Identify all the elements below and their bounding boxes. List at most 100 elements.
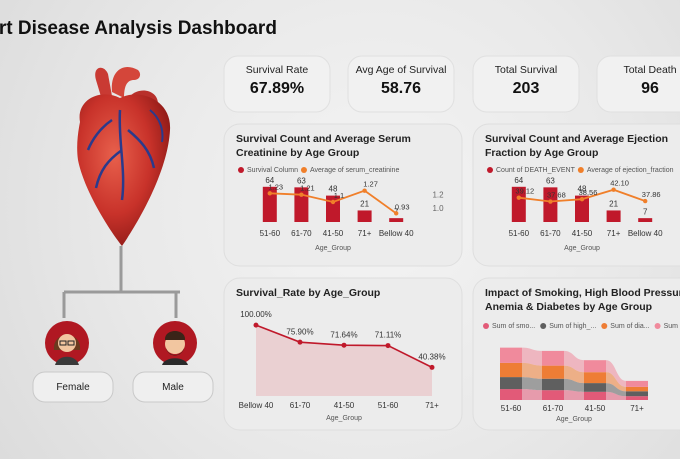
- kpi-card: [472, 55, 580, 113]
- chart-title: Impact of Smoking, High Blood Pressure, …: [485, 287, 680, 313]
- legend-marker: [540, 323, 547, 329]
- kpi-value: 67.89%: [249, 80, 305, 97]
- ribbon: [606, 383, 626, 397]
- ribbon-bar: [584, 391, 606, 400]
- x-tick-label: 41-50: [334, 401, 355, 410]
- bar: [389, 218, 404, 222]
- line-label: 1.1: [334, 191, 344, 200]
- bar: [357, 210, 372, 222]
- x-tick-label: 61-70: [291, 229, 312, 238]
- x-tick-label: 41-50: [585, 404, 606, 413]
- data-label: 75.90%: [286, 327, 313, 336]
- kpi-card: [347, 55, 455, 113]
- legend-label: Average of serum_creatinine: [310, 167, 399, 174]
- kpi-card: [223, 55, 331, 113]
- legend-label: Survival Column: [247, 167, 298, 174]
- y2-tick-label: 1.2: [432, 190, 444, 199]
- ribbon: [564, 390, 584, 400]
- chart-title: Survival_Rate by Age_Group: [236, 287, 381, 299]
- ribbon-bar: [500, 347, 522, 363]
- line-point: [516, 195, 521, 200]
- kpi-value: 203: [512, 80, 540, 97]
- legend-marker: [238, 167, 244, 173]
- ribbon: [522, 389, 542, 400]
- ribbon: [606, 391, 626, 400]
- line-label: 37.86: [642, 190, 661, 199]
- line-label: 1.23: [268, 182, 283, 191]
- ribbon: [522, 362, 542, 379]
- x-tick-label: Bellow 40: [239, 401, 274, 410]
- x-tick-label: 71+: [607, 229, 621, 238]
- ribbon-bar: [542, 378, 564, 391]
- legend-marker: [654, 323, 661, 329]
- bar: [543, 187, 558, 222]
- male-avatar: [153, 321, 197, 365]
- x-axis-title: Age_Group: [564, 245, 600, 252]
- ribbon-bar: [584, 372, 606, 384]
- ribbon-bar: [626, 396, 648, 400]
- ribbon-bar: [500, 362, 522, 378]
- line-point: [341, 342, 347, 348]
- bar-label: 21: [609, 200, 618, 209]
- line-label: 0.93: [395, 202, 410, 211]
- x-tick-label: 61-70: [540, 229, 561, 238]
- line-point: [611, 187, 616, 192]
- line-point: [267, 191, 272, 196]
- line-point: [394, 211, 399, 216]
- ribbon-bar: [500, 389, 522, 400]
- bar-label: 7: [643, 207, 648, 216]
- bar-label: 48: [578, 185, 587, 194]
- kpi-label: Total Survival: [494, 64, 558, 76]
- bar-label: 63: [546, 176, 555, 185]
- kpi-label: Avg Age of Survival: [355, 64, 447, 76]
- bar: [262, 186, 277, 222]
- kpi-value: 96: [641, 80, 659, 97]
- female-avatar: [45, 321, 89, 365]
- ribbon-bar: [626, 380, 648, 387]
- line-point: [297, 339, 303, 345]
- data-label: 40.38%: [418, 352, 445, 361]
- line-point: [643, 198, 648, 204]
- bar: [638, 218, 653, 222]
- legend-marker: [601, 323, 608, 329]
- ribbon: [606, 372, 626, 392]
- line-label: 38.56: [579, 188, 598, 197]
- legend-marker: [487, 167, 493, 173]
- legend-marker: [483, 323, 489, 329]
- x-axis-title: Age_Group: [326, 415, 362, 422]
- ribbon-bar: [542, 390, 564, 400]
- bar-label: 64: [514, 176, 523, 185]
- x-tick-label: 51-60: [501, 404, 522, 413]
- ribbon: [522, 377, 542, 391]
- chart-card: [472, 123, 680, 267]
- chart-title: Survival Count and Average Serum Creatin…: [236, 133, 411, 159]
- gender-label: Female: [56, 382, 90, 393]
- line-point: [362, 188, 367, 193]
- x-tick-label: 71+: [358, 229, 372, 238]
- x-tick-label: 71+: [425, 401, 439, 410]
- kpi-label: Survival Rate: [245, 64, 309, 76]
- bar: [575, 195, 589, 222]
- line-label: 1.21: [300, 184, 315, 193]
- tree-lines: [62, 246, 180, 318]
- legend-label: Average of ejection_fraction: [587, 167, 674, 174]
- gender-box: [32, 371, 114, 403]
- legend-label: Sum of a...: [664, 323, 680, 330]
- ribbon-bar: [584, 383, 606, 392]
- legend-marker: [577, 167, 584, 173]
- bar: [606, 210, 621, 222]
- x-tick-label: Bellow 40: [628, 229, 663, 238]
- ribbon-bar: [626, 386, 648, 392]
- x-axis-title: Age_Group: [556, 416, 592, 423]
- ribbon-bar: [542, 365, 564, 379]
- data-label: 71.64%: [330, 330, 357, 339]
- line-point: [253, 322, 259, 328]
- line-point: [330, 199, 336, 205]
- heart-image: [77, 66, 171, 247]
- chart-title: Survival Count and Average Ejection Frac…: [485, 133, 669, 159]
- x-tick-label: 71+: [630, 404, 644, 413]
- bar-label: 64: [265, 176, 274, 185]
- y2-tick-label: 1.0: [432, 204, 444, 213]
- legend-label: Count of DEATH_EVENT: [496, 167, 576, 174]
